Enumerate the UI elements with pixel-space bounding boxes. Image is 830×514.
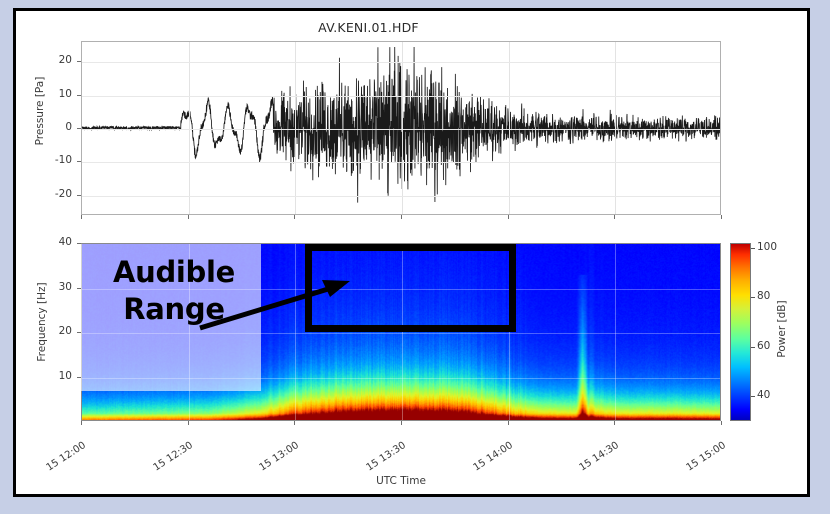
colorbar-tick-label: 100 <box>757 240 778 253</box>
spectrogram-gridline <box>402 244 403 420</box>
waveform-gridline <box>615 42 617 214</box>
spectrogram-gridline-h <box>82 377 720 379</box>
spectrogram-gridline <box>295 244 297 420</box>
waveform-y-tick <box>77 161 81 163</box>
callout-rectangle <box>305 244 516 332</box>
colorbar <box>730 243 751 421</box>
colorbar-tick-label: 80 <box>757 290 771 303</box>
figure-canvas: AV.KENI.01.HDF Pressure [Pa] Frequency [… <box>16 11 807 494</box>
spectrogram-y-tick-label: 10 <box>58 369 72 382</box>
spectrogram-x-tick <box>187 421 189 425</box>
waveform-y-tick-label: -20 <box>54 187 72 200</box>
spectrogram-x-tick <box>294 421 296 425</box>
waveform-gridline-h <box>82 129 720 130</box>
spectrogram-y-tick-label: 30 <box>58 280 72 293</box>
waveform-trace <box>82 42 720 214</box>
waveform-x-tick <box>507 215 509 219</box>
waveform-gridline-h <box>82 95 720 97</box>
waveform-y-tick <box>77 194 81 196</box>
figure-frame: AV.KENI.01.HDF Pressure [Pa] Frequency [… <box>13 8 810 497</box>
waveform-x-tick <box>614 215 616 219</box>
waveform-y-axis-label: Pressure [Pa] <box>34 76 46 146</box>
spectrogram-x-tick <box>507 421 509 425</box>
colorbar-tick <box>751 346 755 348</box>
spectrogram-x-tick <box>401 421 402 425</box>
colorbar-tick <box>751 247 755 249</box>
colorbar-tick-label: 40 <box>757 389 771 402</box>
spectrogram-gridline <box>615 244 617 420</box>
waveform-x-tick <box>187 215 189 219</box>
spectrogram-x-tick <box>721 421 722 425</box>
x-tick-label: 15 12:00 <box>44 439 88 474</box>
spectrogram-y-tick <box>77 376 81 378</box>
waveform-x-tick <box>294 215 296 219</box>
waveform-gridline <box>508 42 510 214</box>
spectrogram-y-tick-label: 20 <box>58 325 72 337</box>
waveform-axes <box>81 41 721 215</box>
spectrogram-x-tick <box>81 421 82 425</box>
x-axis-label: UTC Time <box>376 475 426 487</box>
colorbar-tick <box>751 297 755 299</box>
audible-range-line1: Audible <box>112 255 236 289</box>
waveform-y-tick <box>77 94 81 96</box>
colorbar-label: Power [dB] <box>776 300 788 358</box>
spectrogram-gridline <box>508 244 510 420</box>
spectrogram-y-tick-label: 40 <box>58 236 72 248</box>
waveform-y-tick <box>77 128 81 129</box>
waveform-x-tick <box>721 215 722 219</box>
audible-range-line2: Range <box>123 292 225 327</box>
waveform-gridline-h <box>82 195 720 197</box>
waveform-gridline <box>188 42 190 214</box>
waveform-x-tick <box>81 215 82 219</box>
spectrogram-gridline-h <box>82 288 720 290</box>
waveform-gridline <box>295 42 297 214</box>
audible-range-annotation: Audible Range <box>84 254 264 328</box>
waveform-gridline <box>402 42 403 214</box>
waveform-y-tick <box>77 61 81 63</box>
spectrogram-x-tick <box>614 421 616 425</box>
colorbar-tick-label: 60 <box>757 339 771 352</box>
waveform-y-tick-label: 0 <box>65 121 72 133</box>
waveform-y-tick-label: -10 <box>54 154 72 167</box>
waveform-gridline-h <box>82 62 720 64</box>
callout-arrow <box>199 280 350 331</box>
spectrogram-y-tick <box>77 332 81 333</box>
waveform-x-tick <box>401 215 402 219</box>
spectrogram-gridline-h <box>82 333 720 334</box>
spectrogram-y-tick <box>77 243 81 244</box>
page-title: AV.KENI.01.HDF <box>318 20 419 35</box>
waveform-y-tick-label: 10 <box>58 87 72 100</box>
colorbar-tick <box>751 396 755 398</box>
waveform-gridline-h <box>82 162 720 164</box>
spectrogram-y-tick <box>77 287 81 289</box>
waveform-y-tick-label: 20 <box>58 54 72 67</box>
